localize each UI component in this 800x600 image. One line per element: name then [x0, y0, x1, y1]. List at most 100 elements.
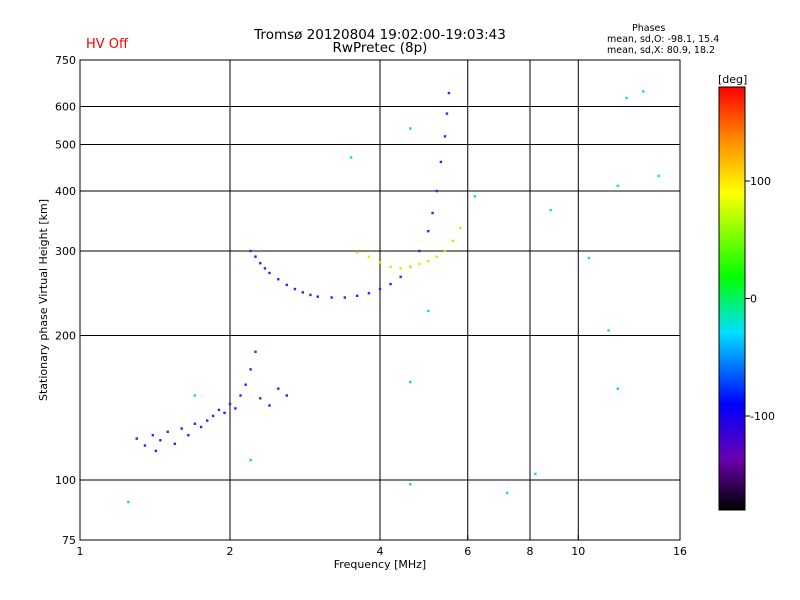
- colorbar-tick-label-100: 100: [750, 175, 771, 188]
- colorbar-tick-label-0: 0: [750, 293, 757, 306]
- data-point-s0-5: [166, 430, 169, 434]
- data-point-s0-8: [187, 433, 190, 437]
- colorbar: [718, 86, 746, 511]
- data-point-s3-9: [505, 491, 509, 495]
- data-point-s1-4: [268, 271, 271, 275]
- data-point-s0-19: [249, 368, 252, 371]
- x-tick-label-2: 2: [227, 545, 234, 558]
- data-point-s0-17: [239, 394, 242, 397]
- y-tick-label-100: 100: [55, 474, 76, 487]
- data-point-s0-0: [135, 437, 138, 440]
- data-point-s1-26: [447, 91, 451, 95]
- data-point-s1-12: [343, 296, 347, 299]
- data-point-s3-14: [625, 96, 628, 100]
- x-tick-label-10: 10: [571, 545, 585, 558]
- data-point-s0-15: [228, 402, 232, 406]
- data-point-s1-3: [263, 267, 267, 270]
- y-tick-label-75: 75: [62, 534, 76, 547]
- phases-label: Phases: [632, 23, 666, 34]
- stats-o-mode: mean, sd,O: -98.1, 15.4: [607, 34, 720, 45]
- data-point-s0-1: [143, 444, 147, 447]
- x-tick-label-8: 8: [527, 545, 534, 558]
- data-point-s3-1: [193, 394, 197, 397]
- data-point-s3-16: [657, 174, 660, 178]
- data-point-s3-15: [642, 90, 645, 93]
- grid-lines: [80, 60, 680, 540]
- data-point-s2-8: [435, 255, 438, 258]
- data-point-s1-5: [277, 278, 280, 281]
- data-point-s1-14: [367, 292, 371, 295]
- y-tick-label-300: 300: [55, 245, 76, 258]
- data-point-s2-5: [409, 265, 412, 269]
- data-point-s1-23: [439, 160, 443, 164]
- data-point-s0-24: [285, 394, 288, 397]
- y-tick-label-500: 500: [55, 139, 76, 152]
- data-point-s3-7: [427, 309, 430, 313]
- data-points: [127, 90, 660, 504]
- data-point-s1-11: [330, 296, 333, 299]
- data-point-s2-7: [427, 259, 430, 263]
- data-point-s1-19: [418, 249, 421, 253]
- y-tick-label-200: 200: [55, 330, 76, 343]
- data-point-s3-17: [607, 329, 610, 332]
- data-point-s1-25: [445, 112, 449, 115]
- y-tick-label-750: 750: [55, 54, 76, 67]
- x-axis-ticks: 1 2 4 6 8 10 16: [77, 535, 687, 558]
- data-point-s2-3: [389, 265, 392, 269]
- data-point-s3-10: [534, 472, 537, 476]
- data-point-s3-3: [349, 156, 353, 159]
- data-point-s0-20: [254, 350, 257, 353]
- data-point-s3-4: [409, 127, 412, 130]
- data-point-s2-10: [451, 239, 455, 243]
- data-point-s1-16: [389, 282, 392, 286]
- y-axis-ticks: 75 100 200 300 400 500 600 750: [55, 54, 85, 547]
- data-point-s2-0: [355, 251, 359, 254]
- y-tick-label-600: 600: [55, 101, 76, 114]
- data-point-s0-12: [211, 414, 215, 418]
- data-point-s3-2: [249, 458, 252, 462]
- data-point-s0-14: [223, 411, 226, 415]
- data-point-s1-20: [427, 229, 430, 233]
- x-tick-label-1: 1: [77, 545, 84, 558]
- data-point-s0-9: [193, 422, 197, 425]
- data-point-s3-5: [409, 380, 412, 384]
- data-point-s1-6: [285, 283, 288, 287]
- plot-title-program: RwPretec (8p): [332, 40, 428, 56]
- data-point-s1-9: [309, 293, 312, 297]
- data-point-s0-13: [217, 408, 221, 412]
- data-point-s1-2: [259, 261, 262, 265]
- data-point-s1-15: [378, 287, 382, 291]
- data-point-s0-11: [205, 419, 209, 422]
- x-tick-label-6: 6: [464, 545, 471, 558]
- data-point-s3-6: [409, 483, 412, 486]
- data-point-s3-12: [587, 256, 591, 260]
- data-point-s2-1: [367, 255, 371, 258]
- data-point-s0-7: [180, 427, 183, 430]
- data-point-s1-1: [254, 255, 257, 258]
- x-axis-title: Frequency [MHz]: [334, 558, 426, 571]
- colorbar-tick-label--100: -100: [750, 410, 775, 423]
- data-point-s0-3: [154, 449, 158, 453]
- y-axis-title: Stationary phase Virtual Height [km]: [37, 199, 50, 401]
- data-point-s2-9: [443, 249, 447, 253]
- plot-title-station: Tromsø 20120804 19:02:00-19:03:43: [254, 27, 506, 43]
- data-point-s1-10: [316, 295, 319, 298]
- data-point-s1-24: [443, 135, 447, 138]
- data-point-s3-18: [616, 387, 619, 390]
- data-point-s0-2: [151, 433, 155, 437]
- y-tick-label-400: 400: [55, 185, 76, 198]
- data-point-s0-23: [277, 387, 280, 390]
- data-point-s0-22: [268, 404, 271, 407]
- stats-x-mode: mean, sd,X: 80.9, 18.2: [607, 45, 716, 56]
- data-point-s1-17: [399, 275, 402, 279]
- data-point-s0-6: [173, 442, 177, 445]
- data-point-s1-21: [431, 211, 434, 215]
- data-point-s1-8: [301, 291, 305, 294]
- data-point-s0-18: [244, 383, 247, 386]
- data-point-s2-11: [459, 226, 462, 230]
- x-tick-label-4: 4: [377, 545, 384, 558]
- data-point-s1-7: [293, 287, 297, 291]
- data-point-s3-11: [549, 208, 552, 212]
- x-tick-label-16: 16: [673, 545, 687, 558]
- data-point-s3-8: [473, 195, 477, 198]
